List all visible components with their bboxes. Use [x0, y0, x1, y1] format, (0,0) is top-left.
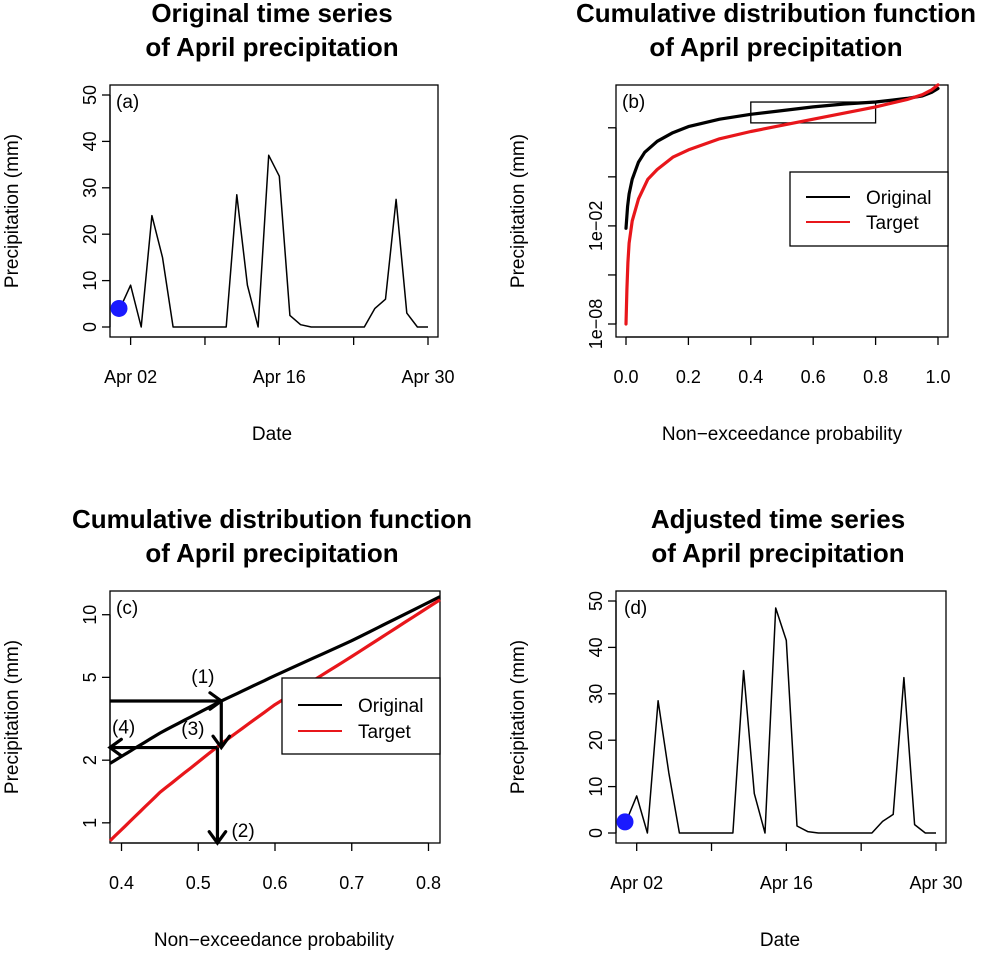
a-x-tick-label-1: Apr 16	[253, 367, 306, 387]
c-arrow-2-label: (2)	[231, 821, 254, 842]
b-series-target	[624, 83, 940, 326]
a-y-tick-label-2: 20	[80, 224, 100, 244]
panel-b-y-axis: 1e−08 1e−02	[586, 127, 617, 350]
c-arrow-3-head	[211, 734, 232, 751]
a-y-tick-label-1: 10	[80, 271, 100, 291]
panel-b-legend-original: Original	[866, 188, 931, 209]
panel-a-y-axis: 0 10 20 30 40 50	[80, 85, 111, 332]
panel-b-legend-target: Target	[866, 213, 920, 234]
panel-d-tag: (d)	[624, 598, 647, 619]
b-x-tick-label-5: 1.0	[925, 367, 950, 387]
c-arrow-2-head	[207, 830, 228, 846]
panel-a-x-label: Date	[252, 424, 292, 445]
panel-d-y-axis: 0 10 20 30 40 50	[586, 591, 617, 838]
c-y-tick-label-2: 5	[80, 672, 100, 682]
d-y-tick-label-1: 10	[586, 777, 606, 797]
b-y-tick-label-0: 1e−08	[586, 299, 606, 350]
d-highlight-point	[616, 813, 634, 831]
c-y-tick-label-3: 10	[80, 605, 100, 625]
panel-a-series	[110, 154, 428, 328]
a-x-tick-label-2: Apr 30	[401, 367, 454, 387]
panel-c-title-line2: of April precipitation	[145, 538, 398, 568]
panel-d-series	[616, 607, 936, 834]
panel-d-title-line2: of April precipitation	[651, 538, 904, 568]
b-x-tick-label-2: 0.4	[738, 367, 763, 387]
panel-a-x-axis: Apr 02 Apr 16 Apr 30	[104, 336, 455, 387]
panel-c-arrows: (1) (2) (3) (4)	[107, 667, 255, 846]
a-y-tick-label-4: 40	[80, 131, 100, 151]
d-y-tick-label-3: 30	[586, 684, 606, 704]
b-x-tick-label-0: 0.0	[613, 367, 638, 387]
panel-b-title-line1: Cumulative distribution function	[576, 0, 976, 28]
panel-c-series	[108, 595, 441, 842]
panel-c-x-label: Non−exceedance probability	[154, 930, 395, 951]
b-x-tick-label-4: 0.8	[863, 367, 888, 387]
panel-c-legend: Original Target	[281, 677, 441, 755]
panel-a-title-line1: Original time series	[151, 0, 392, 28]
d-y-tick-label-5: 50	[586, 591, 606, 611]
b-zoom-rect	[750, 101, 877, 124]
d-series-line	[625, 607, 936, 834]
d-x-tick-label-0: Apr 02	[610, 873, 663, 893]
c-x-tick-label-1: 0.5	[186, 873, 211, 893]
panel-c-y-label: Precipitation (mm)	[2, 640, 23, 794]
panel-c-legend-original: Original	[358, 696, 423, 717]
c-x-tick-label-3: 0.7	[339, 873, 364, 893]
panel-b: Cumulative distribution function of Apri…	[508, 0, 976, 445]
panel-b-x-axis: 0.0 0.2 0.4 0.6 0.8 1.0	[613, 336, 951, 387]
c-x-tick-label-4: 0.8	[416, 873, 441, 893]
a-y-tick-label-5: 50	[80, 85, 100, 105]
panel-b-legend-box	[789, 171, 949, 247]
c-y-tick-label-1: 2	[80, 755, 100, 765]
panel-c-y-axis: 1 2 5 10	[80, 605, 111, 828]
d-x-tick-label-1: Apr 16	[760, 873, 813, 893]
panel-c-tag: (c)	[116, 598, 138, 619]
panel-d: Adjusted time series of April precipitat…	[508, 504, 963, 951]
panel-d-plot-frame	[615, 590, 947, 844]
a-y-tick-label-0: 0	[80, 322, 100, 332]
panel-b-tag: (b)	[622, 92, 645, 113]
c-arrow-4-head	[107, 737, 123, 758]
panel-d-y-label: Precipitation (mm)	[508, 640, 529, 794]
panel-d-title-line1: Adjusted time series	[651, 504, 905, 534]
c-y-tick-label-0: 1	[80, 818, 100, 828]
panel-a-title-line2: of April precipitation	[145, 32, 398, 62]
d-y-tick-label-2: 20	[586, 730, 606, 750]
d-y-tick-label-0: 0	[586, 828, 606, 838]
panel-c-legend-box	[281, 677, 441, 755]
c-x-tick-label-2: 0.6	[262, 873, 287, 893]
d-y-tick-label-4: 40	[586, 637, 606, 657]
panel-b-x-label: Non−exceedance probability	[662, 424, 903, 445]
a-y-tick-label-3: 30	[80, 178, 100, 198]
b-y-tick-label-2: 1e−02	[586, 201, 606, 252]
panel-d-x-axis: Apr 02 Apr 16 Apr 30	[610, 842, 963, 893]
panel-c-legend-target: Target	[358, 722, 412, 743]
panel-a-y-label: Precipitation (mm)	[2, 134, 23, 288]
panel-c: Cumulative distribution function of Apri…	[2, 504, 472, 951]
panel-b-title-line2: of April precipitation	[649, 32, 902, 62]
panel-b-zoom-box	[750, 101, 877, 124]
c-arrow-3-label: (3)	[181, 719, 204, 740]
b-x-tick-label-3: 0.6	[801, 367, 826, 387]
a-highlight-point	[110, 299, 128, 317]
panel-a: Original time series of April precipitat…	[2, 0, 455, 445]
c-arrow-1-label: (1)	[191, 667, 214, 688]
panel-a-tag: (a)	[116, 92, 139, 113]
a-series-line	[119, 154, 428, 328]
panel-b-series	[624, 83, 940, 326]
c-x-tick-label-0: 0.4	[109, 873, 134, 893]
panel-c-x-axis: 0.4 0.5 0.6 0.7 0.8	[109, 842, 441, 893]
panel-c-title-line1: Cumulative distribution function	[72, 504, 472, 534]
d-x-tick-label-2: Apr 30	[909, 873, 962, 893]
c-series-original	[109, 595, 441, 765]
panel-b-legend: Original Target	[789, 171, 949, 247]
b-x-tick-label-1: 0.2	[676, 367, 701, 387]
panel-b-y-label: Precipitation (mm)	[508, 134, 529, 288]
c-arrow-4-label: (4)	[112, 718, 135, 739]
panel-d-x-label: Date	[760, 930, 800, 951]
a-x-tick-label-0: Apr 02	[104, 367, 157, 387]
panel-a-plot-frame	[109, 84, 439, 338]
c-series-target	[108, 598, 441, 842]
